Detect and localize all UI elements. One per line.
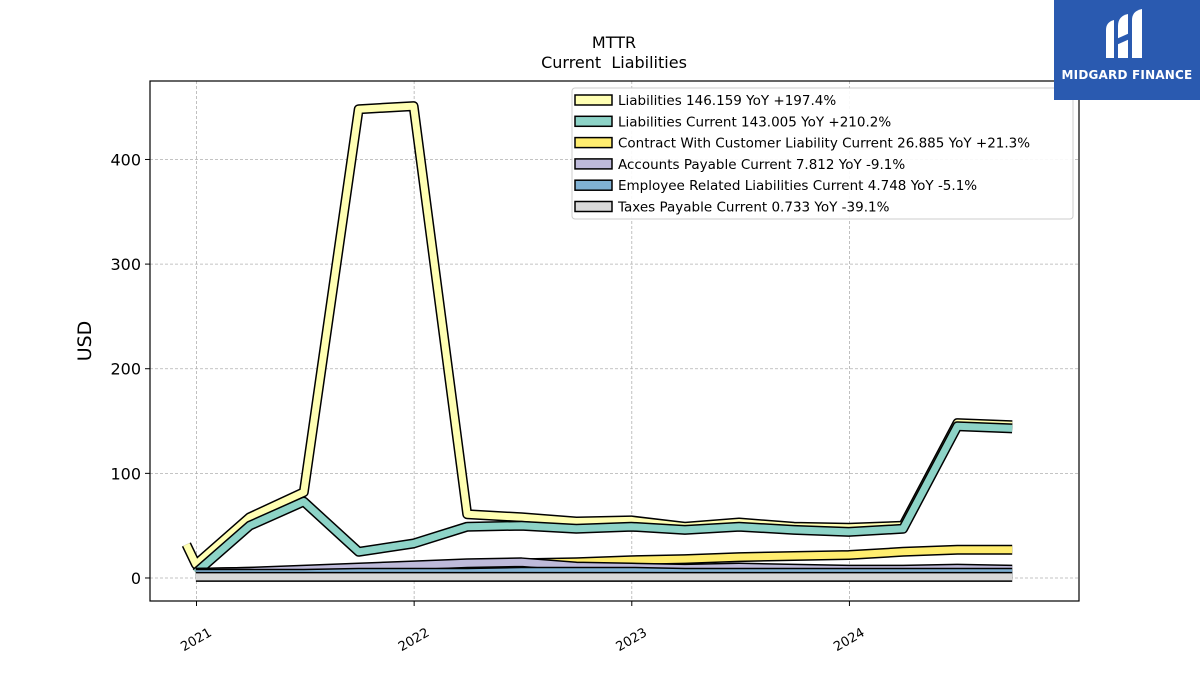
y-tick-label: 400 [110, 150, 141, 169]
legend-entry: Accounts Payable Current 7.812 YoY -9.1% [618, 157, 905, 173]
legend-swatch [574, 179, 613, 191]
plot-frame [149, 80, 1080, 602]
midgard-logo-icon [1106, 9, 1142, 58]
chart-title: MTTR [592, 33, 636, 52]
legend-swatch [574, 94, 613, 106]
y-tick-label: 200 [110, 360, 141, 379]
x-tick-label: 2023 [614, 625, 650, 655]
y-tick-label: 100 [110, 464, 141, 483]
legend-entry: Taxes Payable Current 0.733 YoY -39.1% [617, 200, 890, 216]
chart-subtitle: Current Liabilities [541, 53, 687, 72]
legend-entry: Liabilities Current 143.005 YoY +210.2% [618, 114, 891, 130]
legend-swatch [574, 200, 613, 213]
y-axis-label: USD [74, 321, 96, 362]
legend-swatch [574, 136, 613, 149]
series-2 [192, 421, 1013, 577]
brand-logo: MIDGARD FINANCE [1054, 0, 1200, 100]
legend-box [571, 87, 1074, 220]
legend-entry: Liabilities 146.159 YoY +197.4% [618, 93, 836, 109]
x-tick-label: 2022 [396, 625, 432, 655]
x-tick-label: 2024 [831, 625, 867, 655]
y-tick-label: 0 [131, 569, 141, 588]
legend-entry: Employee Related Liabilities Current 4.7… [618, 178, 977, 194]
series-layer [181, 101, 1013, 582]
brand-name: MIDGARD FINANCE [1061, 68, 1193, 82]
series-line [193, 422, 1013, 576]
legend: Liabilities 146.159 YoY +197.4% Liabiliti… [571, 87, 1074, 220]
y-tick-label: 300 [110, 255, 141, 274]
x-tick-label: 2021 [178, 625, 214, 655]
legend-entry: Contract With Customer Liability Current… [618, 136, 1030, 152]
legend-swatch [574, 115, 613, 128]
legend-swatch [574, 158, 613, 170]
